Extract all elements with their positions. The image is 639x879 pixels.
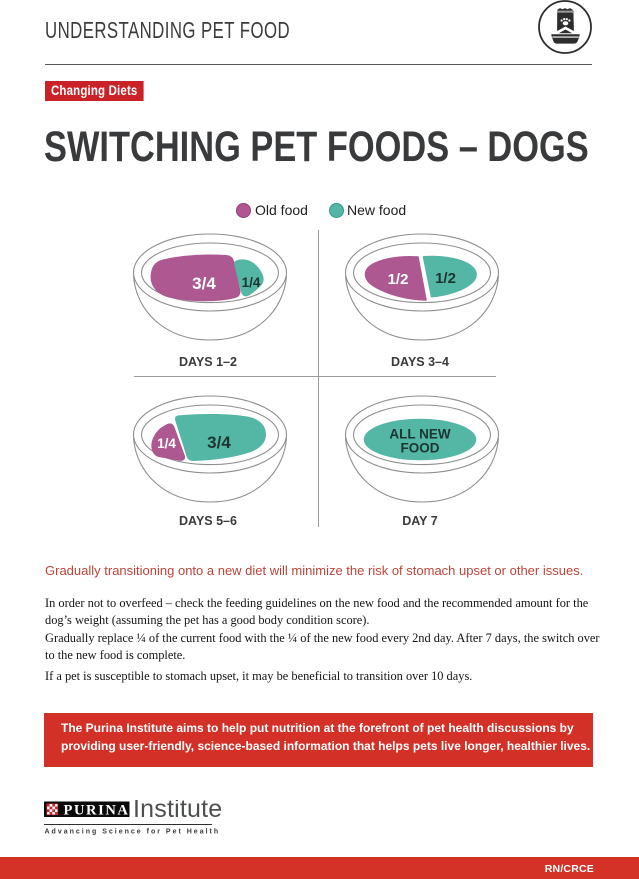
svg-text:1/4: 1/4 — [157, 436, 176, 451]
svg-text:PURINA: PURINA — [64, 802, 130, 818]
svg-text:3/4: 3/4 — [207, 433, 231, 452]
svg-text:3/4: 3/4 — [192, 274, 216, 293]
svg-text:ALL NEW: ALL NEW — [389, 427, 451, 442]
svg-text:FOOD: FOOD — [401, 441, 440, 456]
svg-text:1/4: 1/4 — [242, 275, 261, 290]
svg-text:1/2: 1/2 — [388, 271, 409, 288]
svg-text:Advancing Science for Pet Heal: Advancing Science for Pet Health — [45, 829, 221, 836]
svg-text:1/2: 1/2 — [435, 270, 456, 287]
svg-text:Institute: Institute — [133, 800, 222, 823]
